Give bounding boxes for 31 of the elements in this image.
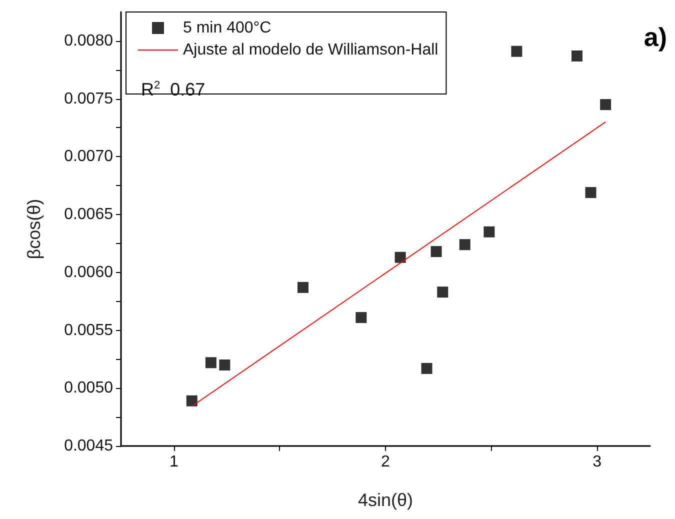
point [430,246,442,258]
annotation: a) [644,22,668,52]
x-tick-label: 3 [592,454,602,470]
point [394,252,406,263]
x-axis-title: 4sin(θ) [358,490,414,510]
y-axis-title: βcos(θ) [24,198,44,260]
y-tick-label: 0.0045 [64,438,114,454]
point [585,187,596,198]
y-tick-label: 0.0050 [64,380,114,397]
point [459,239,470,250]
point [600,99,612,110]
point [484,226,495,238]
point [356,312,367,324]
legend-label: 5 min 400°C [183,20,272,36]
point [205,357,216,368]
point [421,362,432,374]
x-tick-label: 2 [381,454,390,470]
point [297,282,308,293]
point [219,359,230,370]
y-tick-label: 0.0075 [64,90,114,108]
point [186,395,198,406]
y-tick-label: 0.0060 [64,264,114,281]
point [437,286,448,298]
point [572,50,582,62]
y-tick-label: 0.0070 [64,148,114,166]
legend-label: Ajuste al modelo de Williamson-Hall [183,42,438,58]
point [511,46,522,57]
y-tick-label: 0.0065 [64,206,114,224]
y-tick-label: 0.0080 [64,32,114,50]
y-tick-label: 0.0055 [64,322,114,339]
x-tick-label: 1 [169,454,178,470]
